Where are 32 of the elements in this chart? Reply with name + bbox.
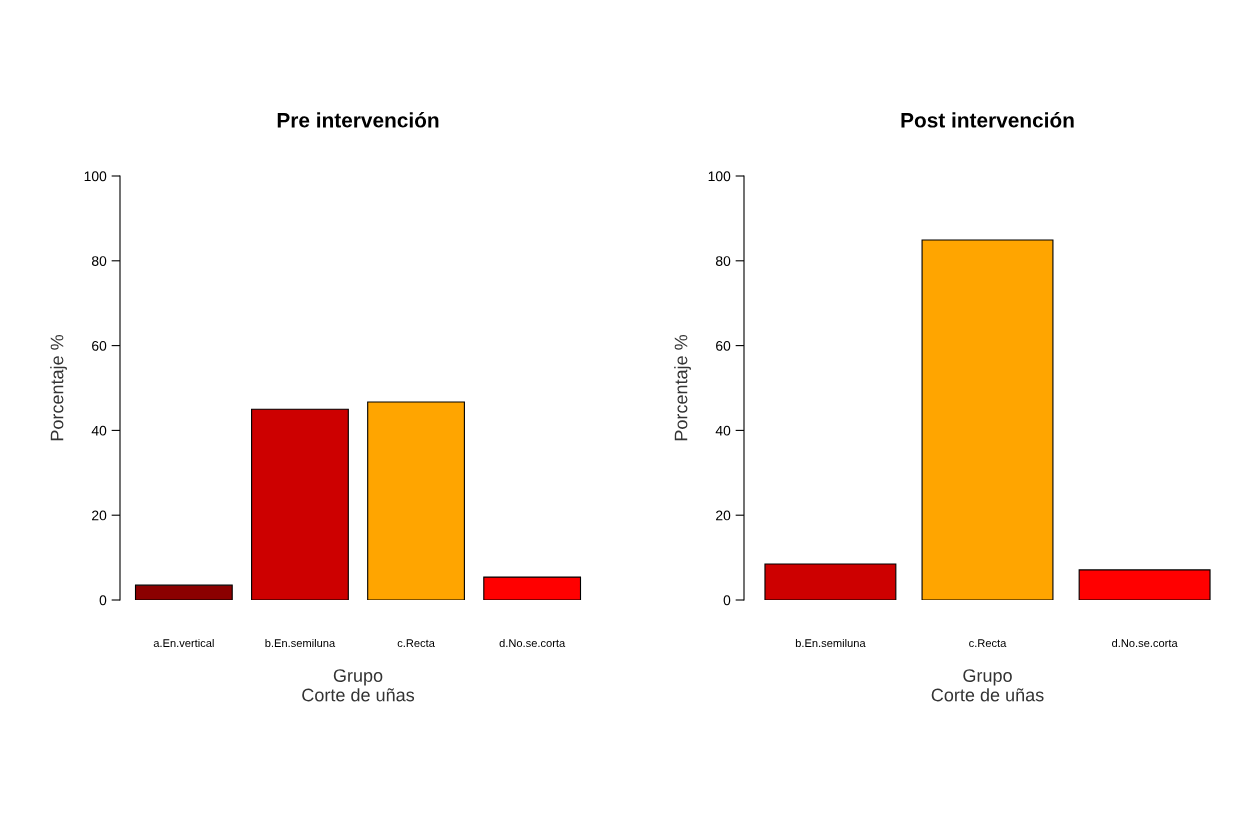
- y-axis-title: Porcentaje %: [674, 334, 691, 441]
- bar: [1078, 569, 1211, 600]
- x-tick-label: d.No.se.corta: [499, 638, 566, 648]
- bar: [134, 584, 233, 600]
- x-tick-label: c.Recta: [969, 639, 1007, 648]
- y-tick-label: 40: [715, 425, 731, 436]
- x-tick-label: d.No.se.corta: [1112, 638, 1178, 648]
- bar: [251, 408, 349, 600]
- y-tick-label: 0: [99, 595, 107, 606]
- y-tick-label: 80: [715, 256, 731, 266]
- y-tick-label: 60: [716, 340, 731, 351]
- bar: [764, 563, 897, 600]
- chart-title: Pre intervención: [277, 112, 439, 128]
- y-tick-label: 100: [708, 171, 731, 182]
- y-tick-label: 40: [91, 425, 107, 436]
- bar: [483, 576, 582, 600]
- y-tick-label: 60: [92, 340, 107, 351]
- y-tick-label: 20: [92, 510, 107, 521]
- y-tick-label: 100: [84, 171, 107, 182]
- y-tick-label: 80: [91, 256, 107, 266]
- x-tick-label: b.En.semiluna: [265, 638, 336, 648]
- bar: [367, 401, 465, 600]
- y-axis-title: Porcentaje %: [50, 334, 67, 441]
- chart-title: Post intervención: [901, 112, 1074, 128]
- bar: [921, 239, 1054, 600]
- x-axis-title: Grupo Corte de uñas: [931, 669, 1044, 702]
- x-tick-label: c.Recta: [397, 639, 435, 648]
- x-tick-label: a.En.vertical: [153, 638, 214, 648]
- x-tick-label: b.En.semiluna: [795, 638, 866, 648]
- y-tick-label: 20: [716, 510, 731, 521]
- y-tick-label: 0: [723, 595, 731, 606]
- x-axis-title: Grupo Corte de uñas: [302, 669, 415, 702]
